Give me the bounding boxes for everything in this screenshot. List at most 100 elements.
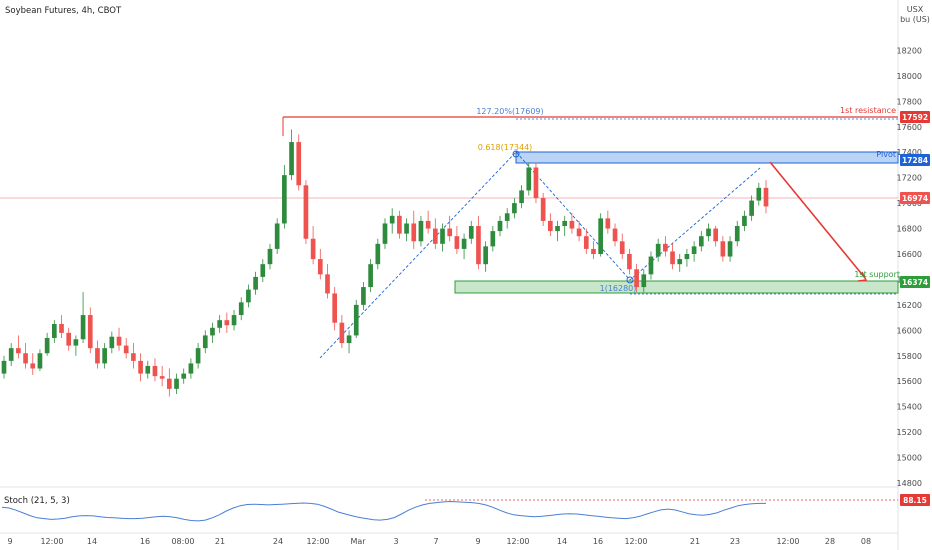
y-tick-label: 17400 — [897, 148, 922, 157]
candle — [231, 309, 237, 331]
svg-text:17592: 17592 — [902, 113, 928, 122]
candle — [648, 251, 654, 280]
candle — [116, 327, 122, 351]
axis-currency: USX — [907, 5, 924, 14]
candle — [619, 233, 625, 260]
candle — [16, 335, 21, 359]
candle — [188, 358, 194, 379]
candle — [670, 243, 675, 270]
y-tick-label: 16000 — [897, 326, 922, 335]
candle — [756, 182, 762, 206]
candle — [447, 215, 453, 242]
candle — [102, 343, 107, 369]
candle — [339, 315, 345, 349]
x-tick-label: 9 — [7, 537, 12, 546]
candle — [713, 226, 719, 247]
candle — [152, 358, 158, 382]
candle — [346, 330, 352, 354]
candle — [375, 238, 381, 270]
candle — [238, 297, 244, 321]
candle — [80, 292, 86, 344]
candle — [1, 355, 7, 379]
candle — [59, 315, 64, 338]
candle — [368, 259, 373, 293]
candle — [548, 213, 553, 237]
candle — [706, 223, 711, 242]
y-tick-label: 14800 — [897, 479, 922, 488]
candle — [260, 259, 266, 282]
candle — [576, 220, 582, 242]
candle — [310, 226, 316, 265]
svg-text:17284: 17284 — [902, 156, 928, 165]
support-price-badge: 16374 — [900, 276, 930, 288]
y-tick-label: 17800 — [897, 97, 922, 106]
y-tick-label: 15200 — [897, 428, 922, 437]
candlestick-series — [1, 129, 769, 397]
candle — [684, 248, 690, 267]
x-tick-label: 16 — [593, 537, 603, 546]
pivot-label: Pivot — [876, 150, 896, 159]
x-tick-label: 12:00 — [624, 537, 647, 546]
fib-1-label: 1(16280) — [600, 284, 637, 293]
candle — [512, 198, 517, 219]
x-tick-label: 9 — [475, 537, 480, 546]
candle — [583, 228, 589, 254]
candle — [282, 164, 287, 229]
candle — [138, 353, 143, 382]
x-tick-label: 7 — [433, 537, 438, 546]
fib-618-label: 0.618(17344) — [478, 143, 533, 152]
candle — [591, 241, 596, 260]
y-tick-label: 17600 — [897, 123, 922, 132]
candle — [217, 315, 222, 333]
stoch-line — [1, 500, 766, 522]
candle — [468, 220, 474, 244]
x-tick-label: 21 — [690, 537, 700, 546]
candle — [404, 218, 409, 242]
candle — [483, 241, 488, 272]
y-tick-label: 17200 — [897, 174, 922, 183]
chart-title: Soybean Futures, 4h, CBOT — [5, 6, 122, 16]
candle — [526, 162, 532, 196]
projection-arrow-line[interactable] — [769, 161, 866, 279]
candle — [461, 233, 467, 260]
candle — [44, 332, 50, 356]
y-tick-label: 18000 — [897, 72, 922, 81]
candle — [73, 335, 79, 356]
candle — [253, 271, 258, 295]
stoch-label: Stoch (21, 5, 3) — [4, 496, 70, 506]
x-tick-label: 12:00 — [306, 537, 329, 546]
support-zone[interactable] — [454, 280, 899, 294]
candle — [562, 215, 568, 237]
svg-text:88.15: 88.15 — [903, 496, 927, 505]
candle — [734, 220, 740, 247]
candle — [418, 215, 424, 247]
candle — [195, 343, 201, 369]
candle — [95, 340, 100, 369]
candle — [432, 218, 438, 249]
stoch-value-badge: 88.15 — [900, 494, 930, 506]
candle — [655, 238, 661, 262]
x-axis-ticks: 9 12:00 14 16 08:00 21 24 12:00 Mar 3 7 9 12:00 14 16 1… — [7, 537, 871, 546]
y-tick-label: 18200 — [897, 46, 922, 55]
candle — [476, 215, 481, 270]
x-tick-label: 14 — [87, 537, 97, 546]
candle — [317, 248, 323, 280]
candle — [325, 264, 330, 299]
svg-text:16974: 16974 — [902, 194, 928, 203]
pivot-zone[interactable] — [515, 151, 899, 164]
candle — [8, 343, 14, 366]
resistance-price-badge: 17592 — [900, 111, 930, 123]
fib-anchor-top — [512, 150, 520, 158]
candle — [30, 353, 36, 375]
candle — [131, 343, 136, 369]
fib-swing-lines — [319, 151, 761, 359]
projection-arrow-head — [857, 271, 868, 282]
candle — [519, 185, 524, 209]
candle — [598, 213, 603, 257]
fib-anchor-bottom — [626, 276, 634, 284]
x-tick-label: 16 — [140, 537, 150, 546]
candle — [267, 243, 273, 270]
y-tick-label: 15000 — [897, 454, 922, 463]
